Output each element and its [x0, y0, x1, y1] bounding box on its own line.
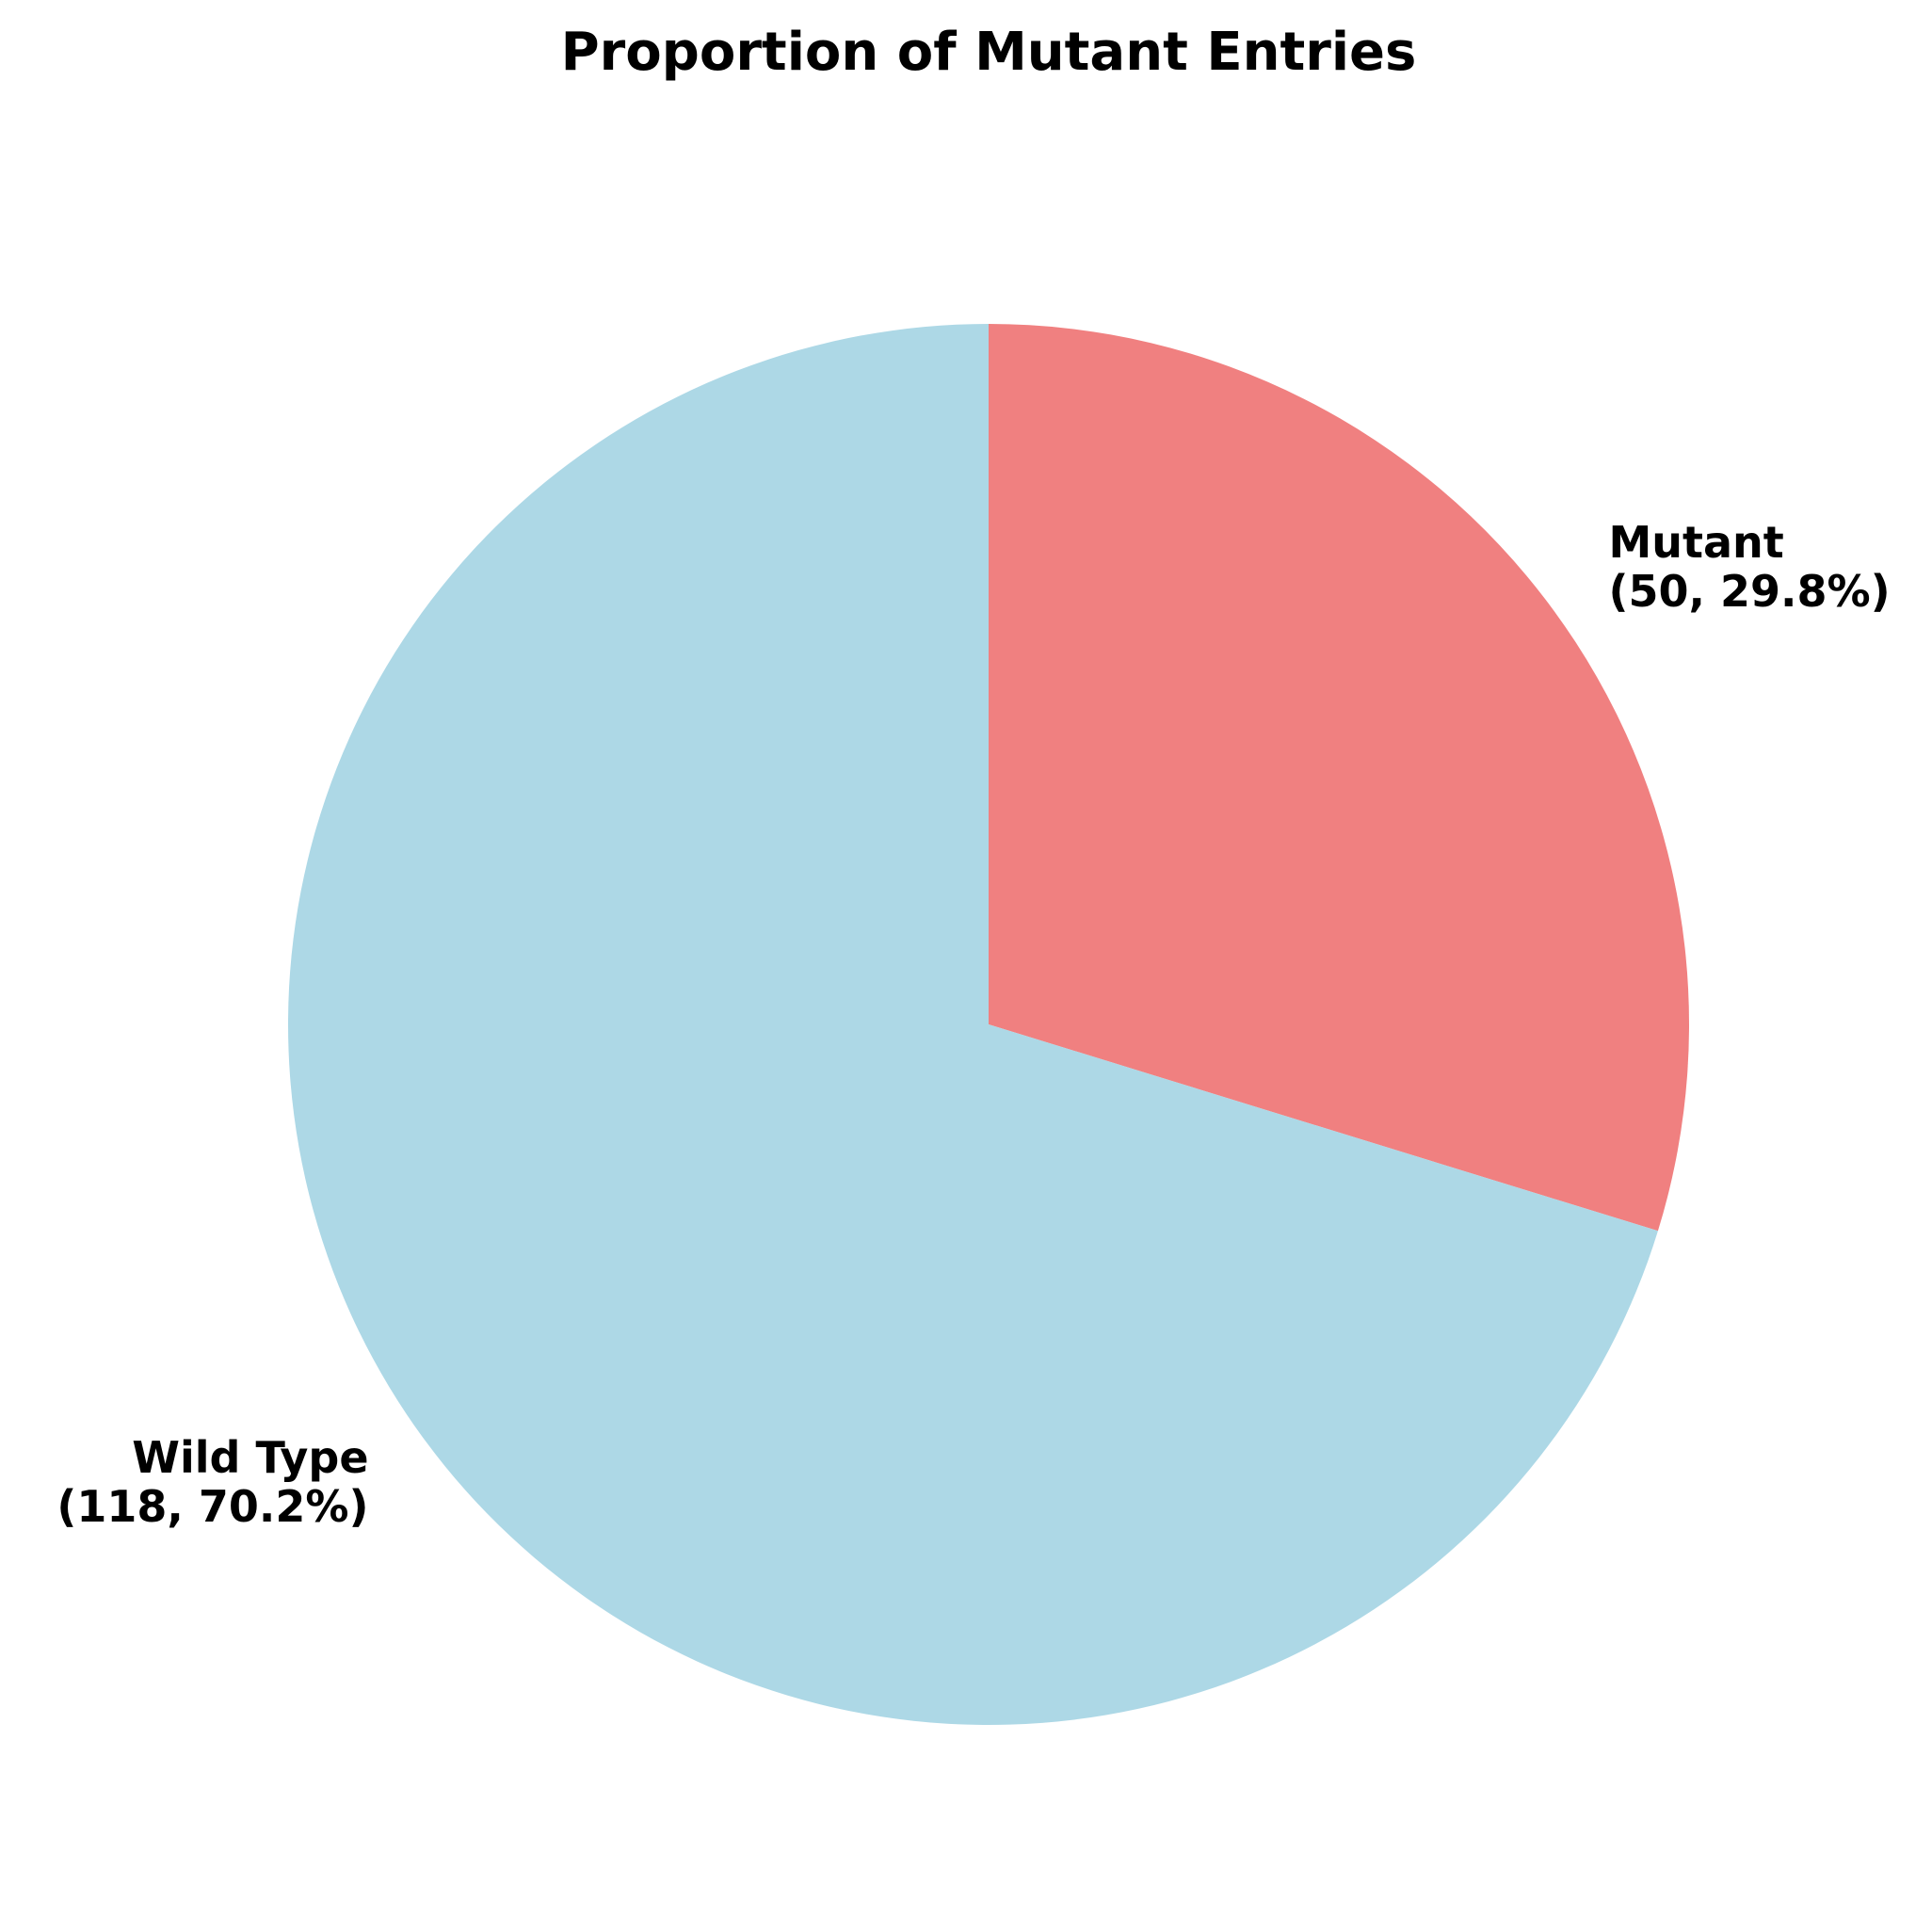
slice-label-name: Mutant [1608, 517, 1783, 568]
pie-slice-mutant [989, 324, 1689, 1232]
chart-title: Proportion of Mutant Entries [561, 22, 1417, 83]
slice-label-value: (50, 29.8%) [1608, 566, 1890, 617]
slice-label-name: Wild Type [132, 1432, 368, 1483]
pie-slices [287, 324, 1689, 1726]
slice-label-mutant: Mutant (50, 29.8%) [1608, 517, 1890, 617]
slice-label-wild-type: Wild Type (118, 70.2%) [56, 1432, 368, 1532]
pie-labels: Mutant (50, 29.8%) Wild Type (118, 70.2%) [56, 517, 1890, 1532]
slice-label-value: (118, 70.2%) [56, 1481, 368, 1532]
pie-slice-wild-type [287, 324, 1658, 1726]
